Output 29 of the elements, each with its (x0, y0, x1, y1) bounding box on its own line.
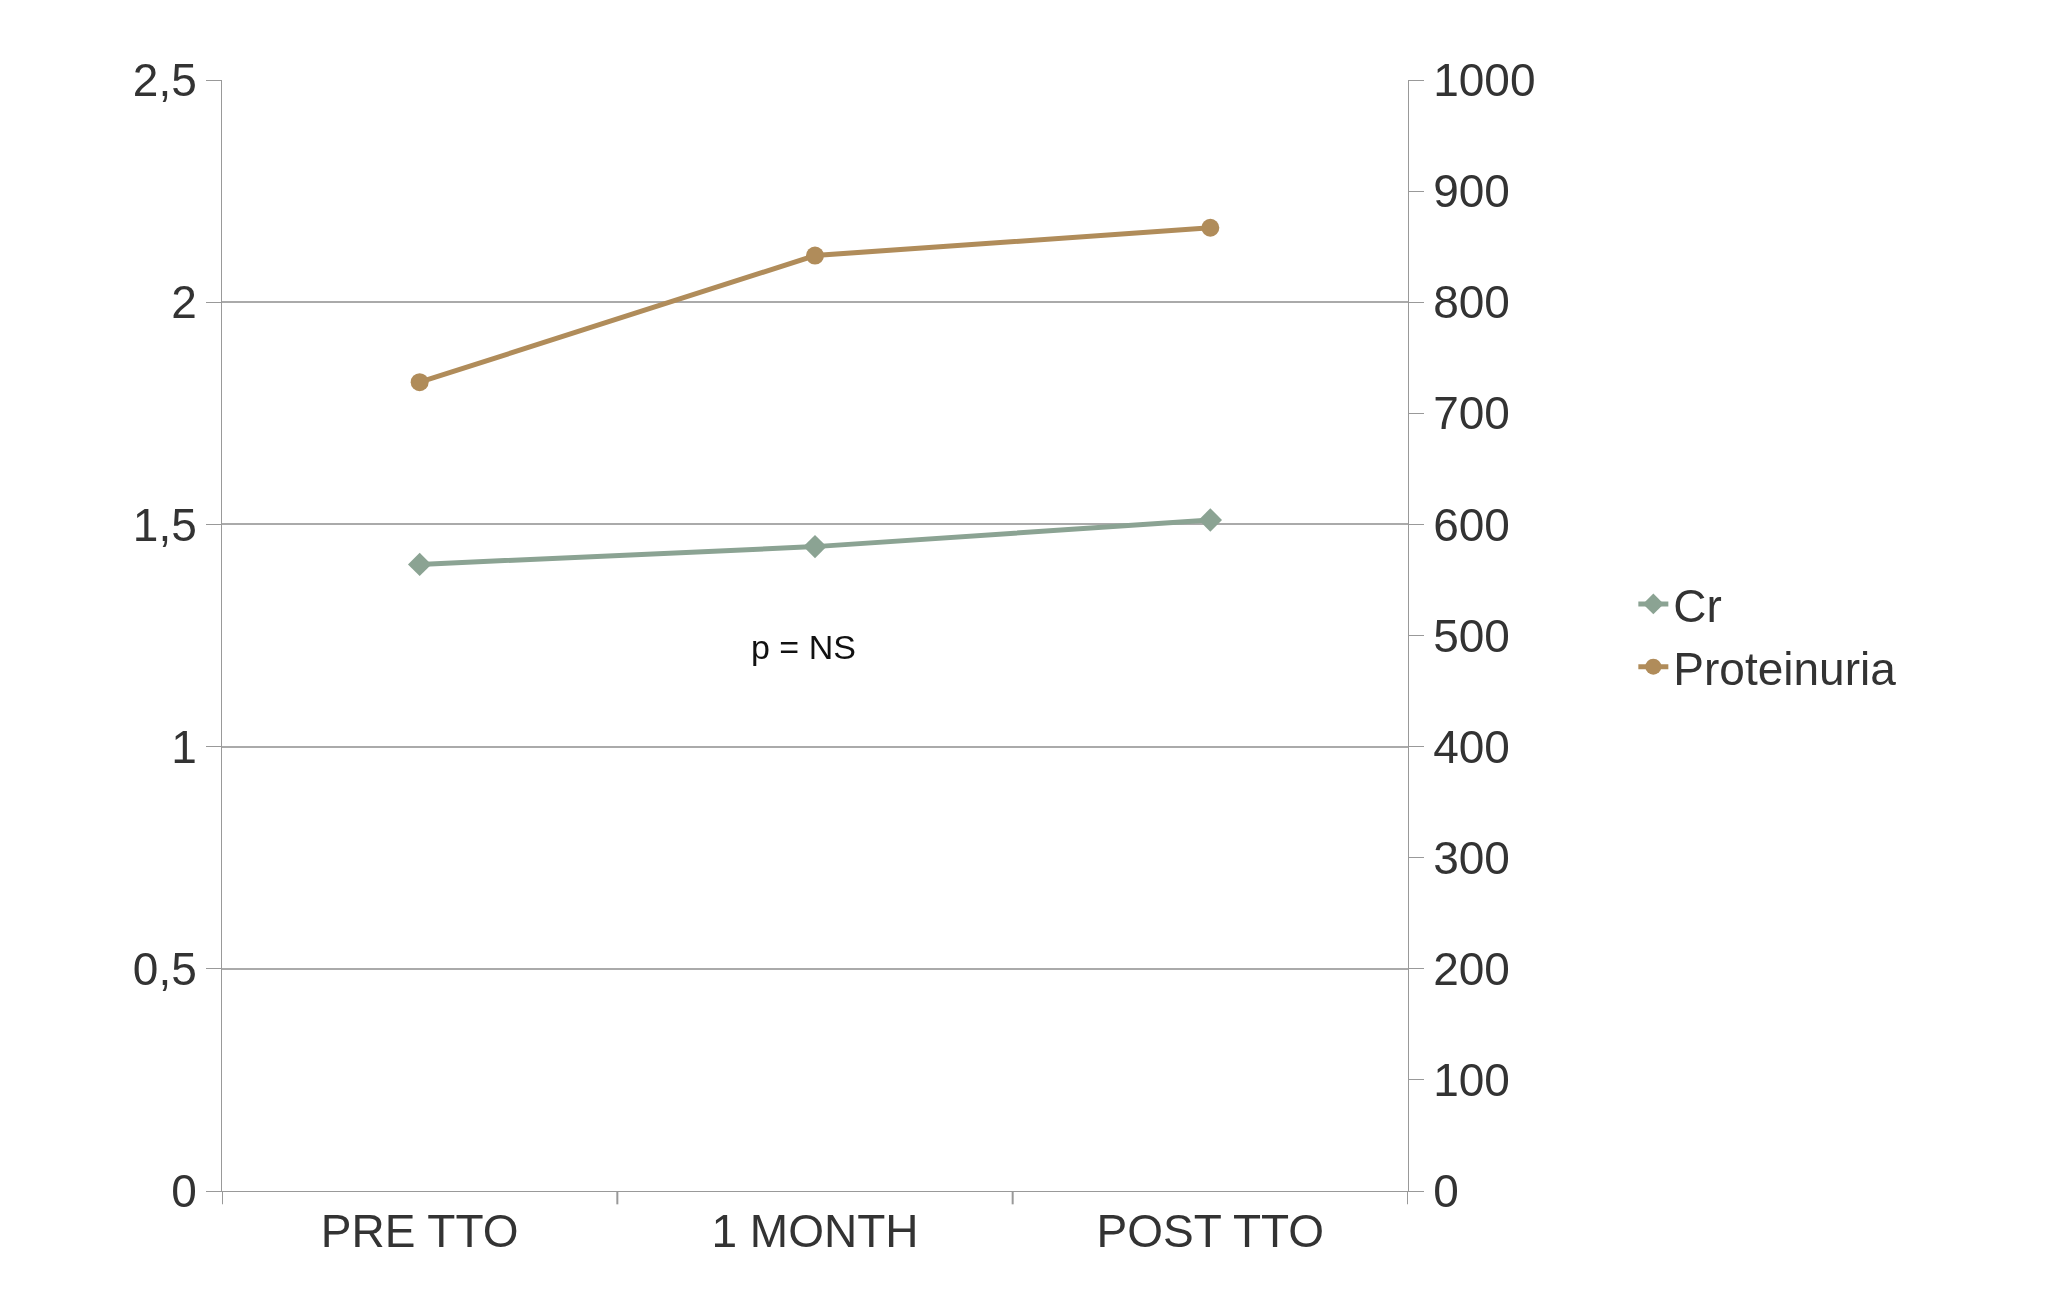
y2-tick-label: 700 (1433, 387, 1510, 440)
point (410, 373, 429, 392)
x-tick-label: POST TTO (1096, 1205, 1325, 1258)
y2-tick-label: 900 (1433, 165, 1510, 218)
y2-tick-label: 500 (1433, 609, 1510, 662)
y2-tick-label: 800 (1433, 276, 1510, 329)
y-tick-label: 1,5 (132, 498, 197, 551)
y2-tick-label: 200 (1433, 942, 1510, 995)
x-tick-label: PRE TTO (320, 1205, 519, 1258)
y-tick-label: 2,5 (132, 54, 197, 107)
y2-tick-label: 1000 (1433, 54, 1536, 107)
y-tick-label: 2 (171, 276, 197, 329)
y-tick-label: 0 (171, 1165, 197, 1218)
point (803, 534, 827, 559)
x-tick-label: 1 MONTH (711, 1205, 919, 1258)
y2-tick-label: 100 (1433, 1054, 1510, 1106)
legend-label: Proteinuria (1673, 642, 1897, 695)
legend-label: Cr (1673, 579, 1722, 632)
annotation: p = NS (751, 628, 856, 666)
point (1201, 218, 1220, 237)
y2-tick-label: 400 (1433, 720, 1510, 773)
y-tick-label: 1 (171, 720, 197, 773)
y2-tick-label: 0 (1433, 1165, 1459, 1218)
point (806, 246, 824, 265)
y2-tick-label: 300 (1433, 831, 1510, 884)
y-tick-label: 0,5 (132, 942, 197, 995)
point (1198, 508, 1223, 532)
point (407, 552, 432, 577)
y2-tick-label: 600 (1433, 498, 1510, 551)
